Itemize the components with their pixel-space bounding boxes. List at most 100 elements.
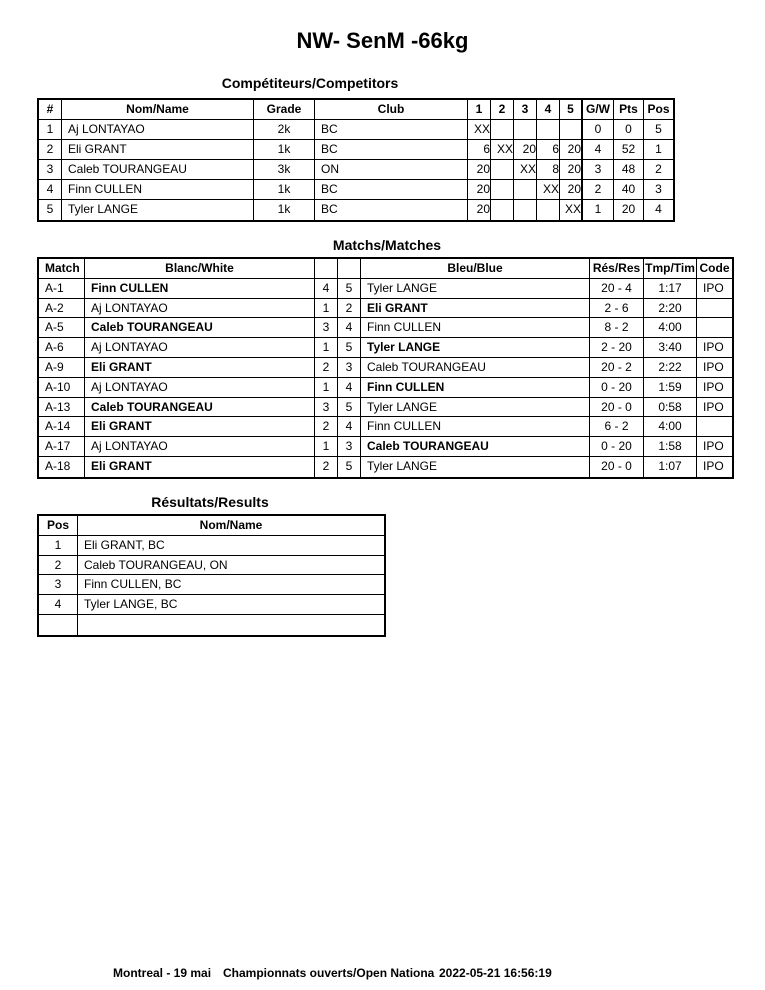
footer-event: Championnats ouverts/Open Nationa xyxy=(223,966,435,980)
cell: IPO xyxy=(697,338,732,358)
cell: 2:20 xyxy=(644,298,697,319)
header-cell: Tmp/Tim xyxy=(644,259,697,279)
cell: 1 xyxy=(315,437,338,457)
footer-place: Montreal - 19 mai xyxy=(113,966,212,980)
cell xyxy=(491,160,514,180)
section-heading: Résultats/Results xyxy=(151,494,269,510)
header-cell: Grade xyxy=(254,100,315,120)
cell: 5 xyxy=(39,200,62,220)
cell: Tyler LANGE xyxy=(62,200,254,220)
cell xyxy=(560,120,583,140)
cell: A-17 xyxy=(39,437,85,457)
cell: 1k xyxy=(254,180,315,200)
cell: 4:00 xyxy=(644,318,697,339)
cell xyxy=(491,180,514,200)
cell: 2 xyxy=(315,457,338,477)
cell: 20 - 0 xyxy=(590,457,644,477)
cell: 1:58 xyxy=(644,437,697,457)
cell: Tyler LANGE xyxy=(361,397,590,418)
competitors-table: # Nom/Name Grade Club 1 2 3 4 5 G/W Pts Pos 1 Aj LONT… xyxy=(37,98,675,222)
header-cell: Pos xyxy=(39,516,78,536)
cell: 1k xyxy=(254,140,315,160)
cell: 3 xyxy=(315,397,338,418)
cell: XX xyxy=(560,200,583,220)
cell: 3 xyxy=(644,180,673,200)
cell: A-1 xyxy=(39,278,85,299)
cell xyxy=(514,200,537,220)
cell: Eli GRANT xyxy=(361,298,590,319)
cell: 0 xyxy=(583,120,614,140)
cell: Finn CULLEN xyxy=(361,377,590,398)
cell: Caleb TOURANGEAU xyxy=(62,160,254,180)
cell: 5 xyxy=(644,120,673,140)
cell: Tyler LANGE, BC xyxy=(78,595,384,615)
header-cell: 2 xyxy=(491,100,514,120)
header-cell: Club xyxy=(315,100,468,120)
cell: IPO xyxy=(703,459,724,473)
cell: A-5 xyxy=(39,318,85,339)
cell xyxy=(514,120,537,140)
header-cell: Nom/Name xyxy=(62,100,254,120)
cell: Eli GRANT xyxy=(85,457,315,477)
cell xyxy=(514,180,537,200)
header-cell: 1 xyxy=(468,100,491,120)
cell: 20 xyxy=(514,140,537,160)
cell: BC xyxy=(315,120,468,140)
cell: Eli GRANT xyxy=(62,140,254,160)
footer-timestamp: 2022-05-21 16:56:19 xyxy=(439,966,552,980)
cell: 0 xyxy=(614,120,644,140)
cell: Caleb TOURANGEAU xyxy=(361,358,590,378)
cell: 20 - 4 xyxy=(590,278,644,299)
cell: Caleb TOURANGEAU xyxy=(85,397,315,418)
cell: 2 xyxy=(338,298,361,319)
section-heading: Matchs/Matches xyxy=(332,237,442,253)
matches-table: Match Blanc/White Bleu/Blue Rés/Res Tmp/Tim C… xyxy=(37,257,734,479)
cell: 2 xyxy=(315,358,338,378)
cell: 48 xyxy=(614,160,644,180)
cell: Caleb TOURANGEAU, ON xyxy=(78,556,384,576)
cell: 3 xyxy=(39,160,62,180)
cell: 3:40 xyxy=(644,338,697,358)
header-cell: Pos xyxy=(644,100,673,120)
cell: 5 xyxy=(338,397,361,418)
cell: Finn CULLEN, BC xyxy=(78,575,384,596)
cell: 2 xyxy=(644,160,673,180)
title: NW- SenM -66kg xyxy=(296,28,469,53)
cell: 4:00 xyxy=(644,417,697,438)
cell: 6 - 2 xyxy=(590,417,644,438)
cell: 6 xyxy=(468,140,491,160)
cell: 1 xyxy=(39,535,78,556)
cell: Aj LONTAYAO xyxy=(85,298,315,319)
header-cell xyxy=(338,259,361,279)
cell: 52 xyxy=(614,140,644,160)
cell: Finn CULLEN xyxy=(85,278,315,299)
header-cell: Blanc/White xyxy=(85,259,315,279)
cell: 20 xyxy=(468,180,491,200)
header-cell: Match xyxy=(39,259,85,279)
cell: 3k xyxy=(254,160,315,180)
header-cell: G/W xyxy=(583,100,614,120)
results-table: Pos Nom/Name 1 Eli GRANT, BC 2 Caleb TOURANGE… xyxy=(37,514,386,637)
cell: Finn CULLEN xyxy=(361,318,590,339)
header-cell xyxy=(315,259,338,279)
header-cell: Code xyxy=(697,259,732,279)
cell: 20 - 0 xyxy=(590,397,644,418)
cell: Caleb TOURANGEAU xyxy=(361,437,590,457)
cell: 3 xyxy=(39,575,78,596)
cell: 4 xyxy=(583,140,614,160)
header-cell: Rés/Res xyxy=(590,259,644,279)
cell: XX xyxy=(468,120,491,140)
cell: 1:17 xyxy=(644,278,697,299)
cell: IPO xyxy=(697,437,732,457)
cell xyxy=(697,299,732,319)
cell: A-18 xyxy=(39,457,85,477)
cell: 3 xyxy=(315,318,338,339)
cell xyxy=(78,615,384,635)
cell: Finn CULLEN xyxy=(361,417,590,438)
cell: 2 xyxy=(315,417,338,438)
cell: 0 - 20 xyxy=(590,377,644,398)
cell: 2 xyxy=(39,555,78,576)
cell: 20 xyxy=(560,180,583,200)
cell: 8 - 2 xyxy=(590,318,644,339)
